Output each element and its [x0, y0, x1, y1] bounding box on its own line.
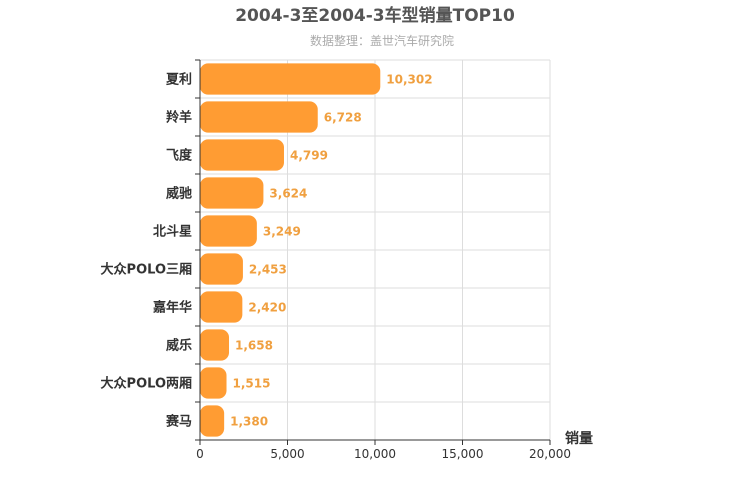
data-label: 3,249	[263, 225, 301, 239]
bar	[200, 329, 230, 361]
x-tick-label: 0	[196, 447, 204, 461]
data-label: 4,799	[290, 149, 328, 163]
data-label: 1,515	[233, 377, 271, 391]
category-label: 北斗星	[153, 225, 192, 240]
bar	[200, 215, 257, 247]
chart-title: 2004-3至2004-3车型销量TOP10	[235, 5, 515, 26]
x-tick-label: 20,000	[529, 447, 571, 461]
data-label: 10,302	[386, 73, 432, 87]
data-label: 1,380	[230, 415, 268, 429]
x-tick-label: 10,000	[354, 447, 396, 461]
data-label: 2,420	[248, 301, 286, 315]
bar	[200, 101, 318, 133]
category-label: 羚羊	[166, 110, 192, 126]
bars	[200, 63, 381, 437]
bar	[200, 291, 243, 323]
x-tick-label: 5,000	[270, 447, 304, 461]
data-label: 6,728	[324, 111, 362, 125]
bar	[200, 253, 243, 285]
chart-subtitle: 数据整理：盖世汽车研究院	[310, 33, 454, 48]
bar	[200, 367, 227, 399]
category-label: 威驰	[166, 186, 192, 202]
bar	[200, 405, 225, 437]
category-label: 赛马	[165, 414, 192, 430]
labels: 0 5,000 10,000 15,000 20,000 夏利 10,302 羚羊 6,728 飞…	[101, 72, 571, 462]
x-tick-label: 15,000	[442, 447, 484, 461]
x-axis-title: 销量	[565, 430, 593, 447]
data-label: 3,624	[269, 187, 307, 201]
bar	[200, 177, 264, 209]
category-label: 嘉年华	[152, 300, 192, 316]
grid-lines	[195, 59, 551, 445]
category-label: 大众POLO两厢	[101, 376, 192, 392]
category-label: 飞度	[166, 148, 193, 164]
category-label: 大众POLO三厢	[101, 262, 192, 278]
category-label: 威乐	[166, 338, 192, 354]
category-label: 夏利	[165, 72, 192, 88]
bar	[200, 63, 381, 95]
data-label: 2,453	[249, 263, 287, 277]
bar	[200, 139, 284, 171]
data-label: 1,658	[235, 339, 273, 353]
